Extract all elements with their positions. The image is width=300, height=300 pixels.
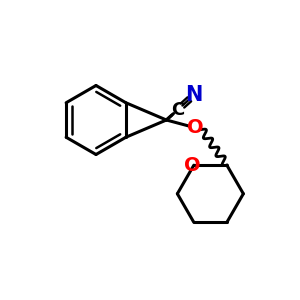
Text: C: C [171,101,184,119]
Text: O: O [184,156,201,175]
Text: O: O [187,118,204,137]
Text: N: N [186,85,203,105]
